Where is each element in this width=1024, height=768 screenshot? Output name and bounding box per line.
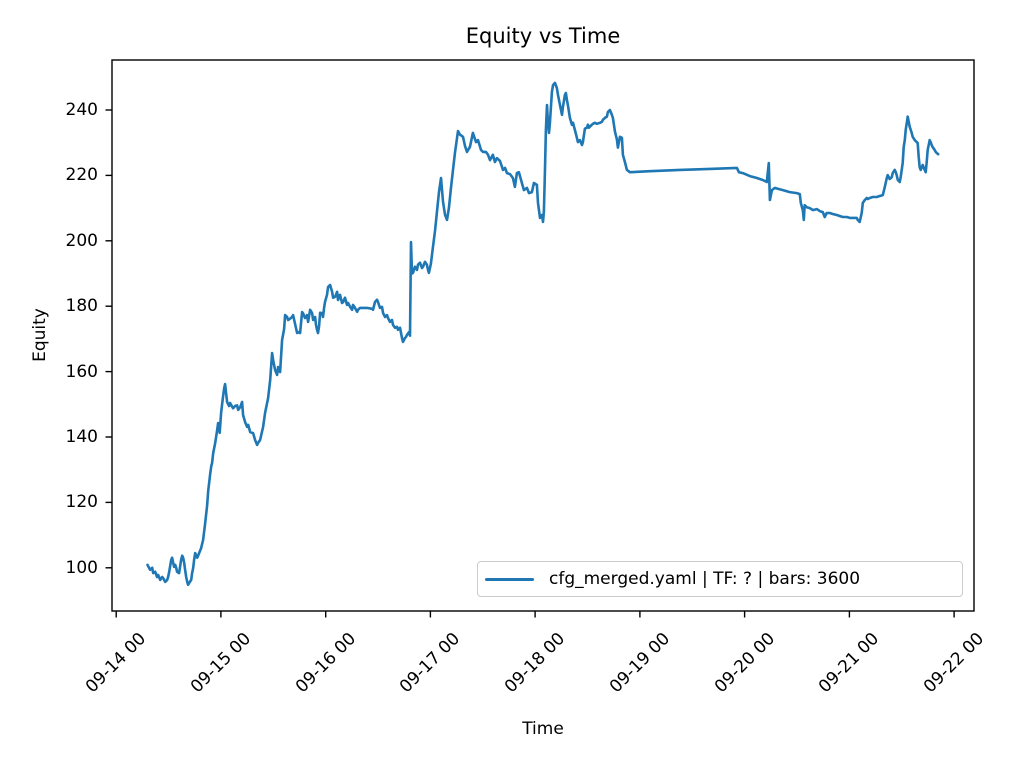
y-tick-label: 160 [65, 361, 98, 382]
y-tick-label: 220 [65, 165, 98, 186]
y-tick-label: 180 [65, 296, 98, 317]
y-tick-label: 240 [65, 100, 98, 120]
legend: cfg_merged.yaml | TF: ? | bars: 3600 [477, 561, 963, 597]
legend-line-sample [485, 577, 534, 581]
y-tick-label: 140 [65, 427, 98, 447]
y-tick-label: 120 [65, 492, 98, 513]
y-tick-label: 100 [65, 557, 98, 578]
x-axis-label: Time [522, 719, 564, 739]
legend-label: cfg_merged.yaml | TF: ? | bars: 3600 [549, 569, 861, 589]
chart-title: Equity vs Time [465, 24, 621, 48]
y-tick-label: 200 [65, 230, 98, 251]
